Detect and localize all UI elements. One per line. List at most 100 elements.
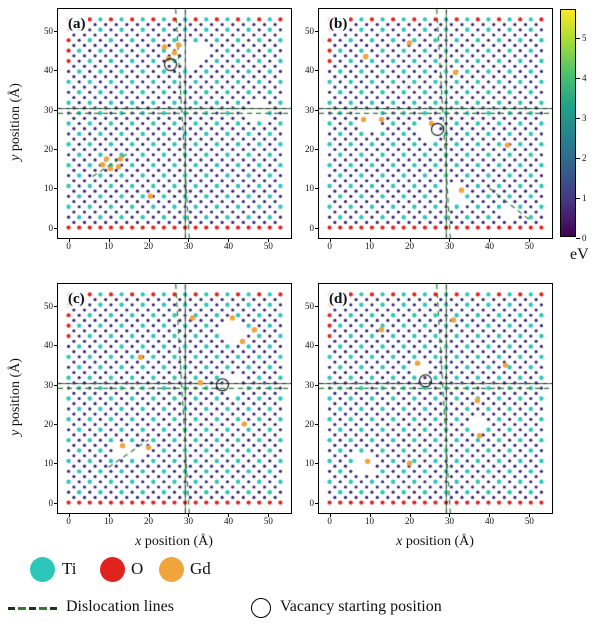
y-tick-label: 10 — [305, 183, 314, 194]
y-tick-label: 40 — [44, 65, 53, 76]
x-tick-label: 0 — [66, 241, 71, 251]
x-tick-label: 40 — [484, 516, 494, 526]
y-tick-mark — [54, 502, 58, 504]
x-tick-mark — [188, 514, 190, 517]
colorbar: 0 1 2 3 4 5 — [560, 9, 587, 243]
y-tick-label: 40 — [305, 65, 314, 76]
y-tick-mark — [315, 306, 319, 308]
x-tick-label: 50 — [524, 241, 534, 251]
x-tick-mark — [108, 514, 110, 517]
x-axis-label-d: x position (Å) — [396, 534, 474, 549]
x-tick-label: 20 — [144, 241, 154, 251]
gd-swatch — [159, 557, 184, 582]
x-tick-label: 20 — [405, 516, 415, 526]
x-tick-label: 10 — [365, 516, 375, 526]
colorbar-tick-mark — [576, 38, 580, 39]
y-tick-mark — [54, 463, 58, 465]
x-tick-label: 50 — [263, 241, 273, 251]
y-tick-mark — [54, 149, 58, 151]
x-tick-mark — [449, 239, 451, 242]
y-axis-label-a: y position (Å) — [8, 83, 23, 161]
x-tick-mark — [68, 514, 70, 517]
lattice-canvas-d — [319, 284, 552, 513]
y-tick-mark — [315, 227, 319, 229]
y-tick-label: 20 — [44, 419, 53, 430]
x-tick-mark — [449, 514, 451, 517]
y-tick-label: 0 — [48, 222, 54, 233]
x-tick-label: 30 — [183, 241, 193, 251]
colorbar-gradient — [561, 10, 575, 236]
y-tick-mark — [315, 109, 319, 111]
x-tick-label: 10 — [104, 516, 114, 526]
vacancy-marker-sample — [251, 598, 271, 618]
dislocation-line-sample — [8, 607, 60, 610]
panel-label-b: (b) — [327, 16, 350, 33]
panel-b: (b) 0 0 10 10 20 20 30 30 40 40 50 50 — [305, 8, 553, 251]
ti-label: Ti — [62, 559, 77, 578]
y-tick-label: 20 — [305, 419, 314, 430]
x-tick-mark — [409, 239, 411, 242]
y-tick-mark — [315, 463, 319, 465]
x-tick-mark — [188, 239, 190, 242]
x-tick-mark — [329, 514, 331, 517]
x-tick-label: 10 — [104, 241, 114, 251]
y-axis-label-c: y position (Å) — [8, 358, 23, 436]
y-tick-mark — [54, 70, 58, 72]
x-tick-label: 0 — [66, 516, 71, 526]
y-tick-label: 30 — [44, 104, 53, 115]
y-tick-label: 20 — [44, 144, 53, 155]
y-tick-mark — [315, 384, 319, 386]
panel-label-d: (d) — [327, 291, 350, 308]
colorbar-tick-mark — [576, 78, 580, 79]
colorbar-tick-label: 5 — [582, 33, 587, 43]
x-tick-label: 40 — [484, 241, 494, 251]
y-tick-mark — [315, 31, 319, 33]
y-tick-label: 40 — [44, 340, 53, 351]
ti-swatch — [30, 557, 55, 582]
x-tick-mark — [529, 514, 531, 517]
y-tick-mark — [315, 502, 319, 504]
y-tick-mark — [315, 188, 319, 190]
y-tick-label: 30 — [305, 104, 314, 115]
x-tick-label: 50 — [524, 516, 534, 526]
colorbar-tick-label: 0 — [582, 233, 587, 243]
x-tick-label: 30 — [444, 241, 454, 251]
x-tick-mark — [148, 514, 150, 517]
x-tick-mark — [228, 514, 230, 517]
y-tick-mark — [315, 424, 319, 426]
y-tick-label: 0 — [48, 497, 54, 508]
y-tick-label: 50 — [44, 301, 53, 312]
y-tick-label: 10 — [44, 183, 53, 194]
y-tick-mark — [315, 345, 319, 347]
x-tick-mark — [268, 514, 270, 517]
y-tick-label: 40 — [305, 340, 314, 351]
y-tick-mark — [54, 345, 58, 347]
y-tick-mark — [54, 306, 58, 308]
colorbar-tick-mark — [576, 238, 580, 239]
o-swatch — [100, 557, 125, 582]
y-tick-mark — [54, 424, 58, 426]
panel-label-a: (a) — [66, 16, 88, 33]
colorbar-tick-label: 4 — [582, 73, 587, 83]
x-tick-mark — [68, 239, 70, 242]
x-tick-label: 10 — [365, 241, 375, 251]
x-tick-label: 0 — [327, 241, 332, 251]
dislocation-lines-label: Dislocation lines — [66, 598, 174, 615]
x-tick-mark — [228, 239, 230, 242]
y-tick-mark — [54, 188, 58, 190]
colorbar-tick-label: 2 — [582, 153, 587, 163]
x-tick-mark — [268, 239, 270, 242]
lattice-canvas-a — [58, 9, 291, 238]
panel-c: (c) 0 0 10 10 20 20 30 30 40 40 50 50 — [44, 283, 292, 526]
gd-label: Gd — [190, 559, 211, 578]
x-tick-mark — [489, 239, 491, 242]
x-tick-label: 30 — [444, 516, 454, 526]
y-tick-label: 50 — [305, 301, 314, 312]
x-tick-label: 50 — [263, 516, 273, 526]
y-tick-label: 10 — [305, 458, 314, 469]
y-tick-mark — [54, 109, 58, 111]
y-tick-mark — [315, 149, 319, 151]
x-tick-mark — [148, 239, 150, 242]
y-tick-label: 50 — [44, 26, 53, 37]
